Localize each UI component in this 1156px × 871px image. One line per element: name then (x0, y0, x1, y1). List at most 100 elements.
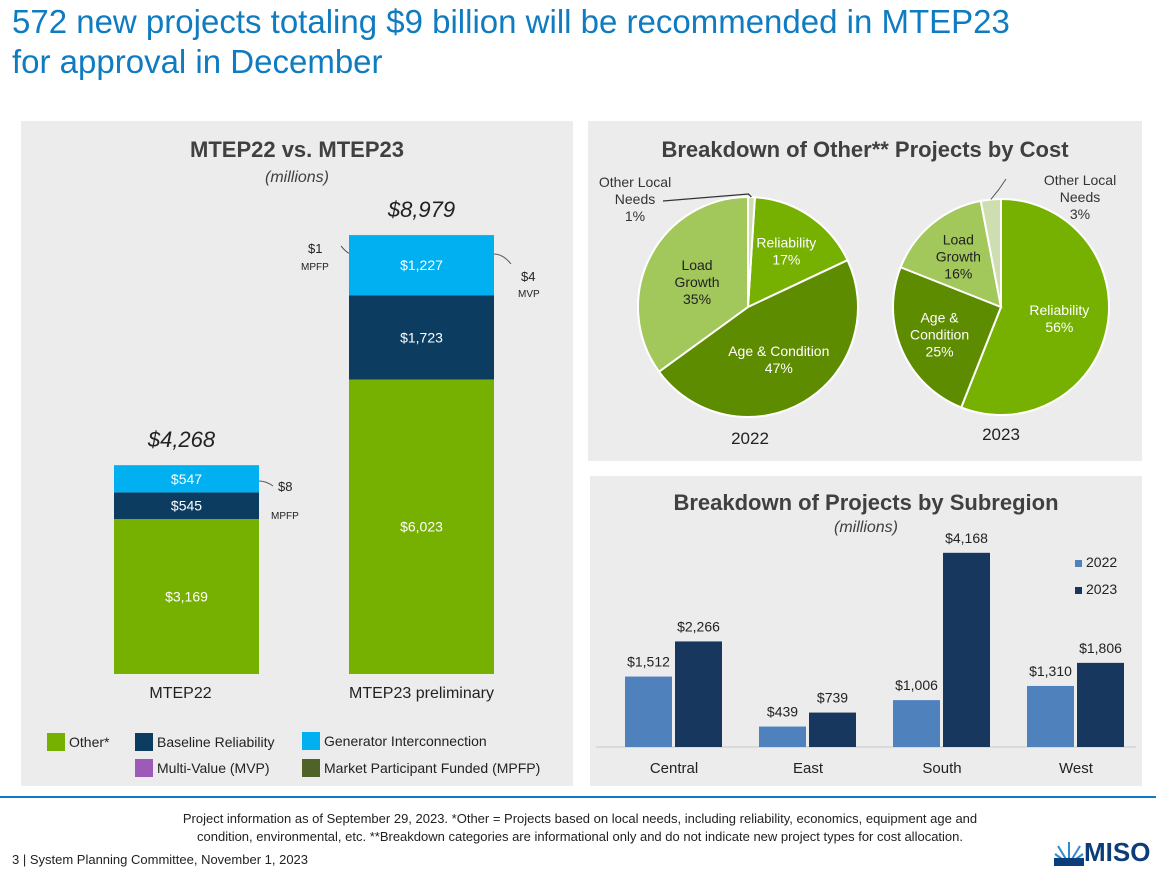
category-label: MTEP22 (149, 685, 211, 702)
bar-value-label: $1,512 (627, 654, 670, 670)
legend-item-mpfp: Market Participant Funded (MPFP) (302, 759, 540, 777)
slide-title-line2: for approval in December (12, 43, 383, 80)
pie-slice-label: 56% (1045, 319, 1073, 335)
pie-slice-label: Age & (920, 310, 959, 326)
pie-slice-label: Growth (936, 248, 981, 264)
bar-2022-central (625, 676, 672, 747)
category-label: West (1059, 760, 1094, 777)
pie-leader-line (662, 193, 752, 202)
bar-total-label: $4,268 (147, 427, 216, 452)
subregion-chart-title: Breakdown of Projects by Subregion (673, 490, 1059, 515)
pie-slice-label: Load (681, 257, 712, 273)
bar-value-label: $545 (171, 498, 202, 514)
pie-slice-reliability (746, 196, 849, 309)
bar-value-label: $1,310 (1029, 663, 1072, 679)
legend-item-mvp: Multi-Value (MVP) (135, 759, 270, 777)
legend-swatch-2022 (1075, 560, 1082, 567)
pie-slice-label: 17% (772, 252, 800, 268)
legend-label-generator-interconnection: Generator Interconnection (324, 733, 487, 749)
category-label: MTEP23 preliminary (349, 685, 494, 702)
footnote-line2: condition, environmental, etc. **Breakdo… (197, 829, 963, 844)
slide-title-line1: 572 new projects totaling $9 billion wil… (12, 3, 1010, 40)
bar-segment-generator-interconnection-0 (114, 465, 259, 493)
legend-swatch-2023 (1075, 587, 1082, 594)
bar-2022-west (1027, 685, 1074, 747)
bar-2023-central (675, 641, 722, 747)
bar-value-label: $1,723 (400, 329, 443, 345)
bar-segment-baseline-reliability-0 (114, 492, 259, 520)
logo-text: MISO (1084, 836, 1151, 867)
legend-label-2022: 2022 (1086, 554, 1117, 570)
pie-slice-label: 1% (625, 208, 645, 224)
pie-slice-age-condition (657, 258, 859, 418)
pie-slice-label: 25% (926, 344, 954, 360)
bar-value-label: $6,023 (400, 519, 443, 535)
bar-value-label: $547 (171, 471, 202, 487)
legend-item-other: Other* (47, 733, 109, 751)
pie-slice-label: Reliability (756, 235, 816, 251)
pie-slice-label: 47% (765, 360, 793, 376)
bar-segment-other--0 (114, 519, 259, 674)
bar-2023-east (809, 712, 856, 747)
pie-slice-label: 3% (1070, 206, 1090, 222)
callout-line (493, 253, 512, 265)
pie-year-label: 2022 (731, 429, 769, 448)
pie-slice-label: Needs (1060, 189, 1100, 205)
pie-slice-label: Other Local (599, 174, 671, 190)
pie-slice-label: Load (943, 231, 974, 247)
other-projects-breakdown-panel: Breakdown of Other** Projects by Cost Re… (588, 121, 1142, 461)
legend-label-mvp: Multi-Value (MVP) (157, 760, 270, 776)
pie-slice-age-condition (892, 265, 1003, 409)
bar-value-label: $1,006 (895, 677, 938, 693)
pie-slice-label: 16% (944, 265, 972, 281)
legend-swatch-baseline-reliability (135, 733, 153, 751)
legend-label-other: Other* (69, 734, 110, 750)
bar-total-label: $8,979 (387, 197, 455, 222)
pie-chart-title: Breakdown of Other** Projects by Cost (661, 137, 1069, 162)
bar-value-label: $3,169 (165, 589, 208, 605)
bar-2023-west (1077, 662, 1124, 747)
stacked-bar-chart: $3,169 $545 $547 $4,268 MTEP22 $6,023 $1,723 $1… (114, 197, 540, 702)
subregion-chart-subtitle: (millions) (834, 519, 898, 536)
page-footer: 3 | System Planning Committee, November … (12, 852, 309, 867)
pie-slice-other-local-needs (747, 195, 756, 308)
callout-label: MPFP (271, 511, 299, 522)
pie-slice-label: Reliability (1029, 302, 1089, 318)
legend-item-generator-interconnection: Generator Interconnection (302, 732, 487, 750)
bar-value-label: $2,266 (677, 618, 720, 634)
pie-slice-label: Age & Condition (728, 343, 829, 359)
pie-slice-label: Needs (615, 191, 655, 207)
callout-label: MPFP (301, 262, 329, 273)
pie-slice-load-growth (637, 195, 749, 374)
category-label: East (793, 760, 824, 777)
bar-2022-south (893, 700, 940, 747)
bar-segment-generator-interconnection-1 (349, 235, 494, 296)
legend-swatch-generator-interconnection (302, 732, 320, 750)
pie-slice-label: Condition (910, 327, 969, 343)
miso-logo: MISO (1054, 836, 1154, 868)
callout-line (340, 245, 350, 254)
callout-value: $4 (521, 269, 535, 284)
category-label: South (922, 760, 961, 777)
subregion-panel: Breakdown of Projects by Subregion (mill… (590, 476, 1142, 786)
pie-slice-load-growth (899, 199, 1003, 309)
pie-leader-line (990, 178, 1007, 200)
callout-value: $8 (278, 479, 292, 494)
mtep-comparison-panel: MTEP22 vs. MTEP23 (millions) $3,169 $545 $… (21, 121, 573, 786)
legend-swatch-mpfp (302, 759, 320, 777)
callout-value: $1 (308, 241, 322, 256)
legend-item-baseline-reliability: Baseline Reliability (135, 733, 275, 751)
legend-label-mpfp: Market Participant Funded (MPFP) (324, 760, 541, 776)
bar-segment-other--1 (349, 379, 494, 674)
callout-label: MVP (518, 289, 540, 300)
bar-value-label: $439 (767, 704, 798, 720)
footnote: Project information as of September 29, … (120, 810, 1040, 846)
bar-value-label: $1,227 (400, 257, 443, 273)
mtep-chart-subtitle: (millions) (265, 169, 329, 186)
footer-divider (0, 796, 1156, 798)
pie-slice-reliability (959, 197, 1110, 416)
footnote-line1: Project information as of September 29, … (182, 811, 978, 826)
category-label: Central (650, 760, 698, 777)
slide-title: 572 new projects totaling $9 billion wil… (12, 2, 1142, 82)
